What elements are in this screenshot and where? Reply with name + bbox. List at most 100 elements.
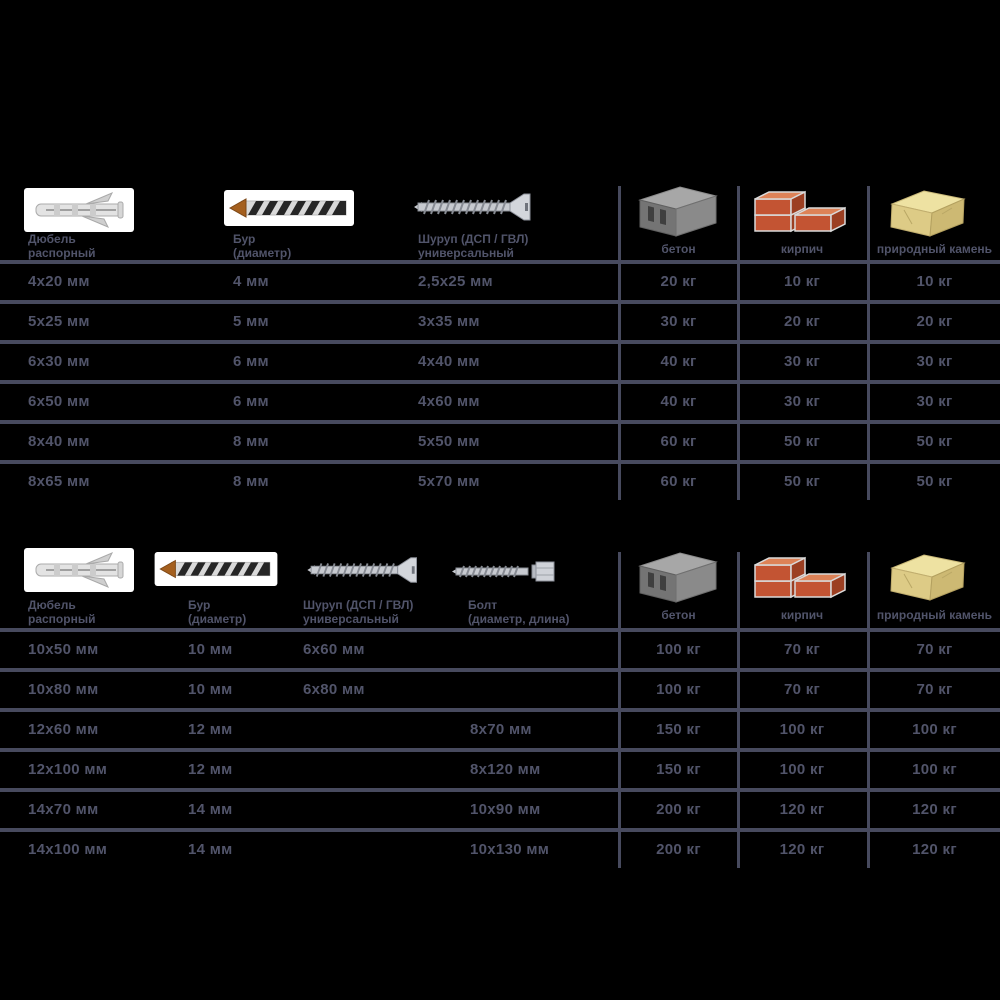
- load-stone: 10 кг: [916, 273, 953, 290]
- bolt-size: 10x90 мм: [470, 801, 541, 818]
- screw-size: 4x60 мм: [418, 393, 480, 410]
- dowel-size: 8x65 мм: [28, 473, 90, 490]
- load-brick: 30 кг: [783, 393, 821, 410]
- screw-icon: [298, 554, 440, 586]
- dowel-size: 14x70 мм: [28, 801, 99, 818]
- load-brick: 120 кг: [779, 841, 825, 858]
- load-concrete: 200 кг: [656, 841, 701, 858]
- load-stone: 100 кг: [912, 761, 957, 778]
- row-divider: [0, 460, 1000, 464]
- natural-stone-icon: [886, 550, 971, 604]
- load-concrete: 150 кг: [656, 721, 701, 738]
- brick-icon: [752, 550, 847, 606]
- load-brick: 50 кг: [783, 473, 821, 490]
- dowel-size: 8x40 мм: [28, 433, 90, 450]
- load-stone: 50 кг: [916, 473, 953, 490]
- drill-bit-icon: [224, 190, 354, 226]
- dowel-column-label: Дюбель распорный: [28, 232, 96, 260]
- drill-diameter: 4 мм: [233, 273, 269, 290]
- concrete-block-icon: [634, 182, 722, 240]
- table-row: 8x65 мм 8 мм 5x70 мм 60 кг 50 кг 50 кг: [0, 464, 1000, 500]
- load-brick: 20 кг: [783, 313, 821, 330]
- row-divider: [0, 708, 1000, 712]
- table-row: 4x20 мм 4 мм 2,5x25 мм 20 кг 10 кг 10 кг: [0, 264, 1000, 300]
- load-stone: 70 кг: [916, 681, 953, 698]
- row-divider: [0, 628, 1000, 632]
- table-row: 6x50 мм 6 мм 4x60 мм 40 кг 30 кг 30 кг: [0, 384, 1000, 420]
- load-concrete: 40 кг: [660, 353, 697, 370]
- dowel-icon: [24, 188, 134, 232]
- load-brick: 70 кг: [783, 641, 821, 658]
- load-concrete: 40 кг: [660, 393, 697, 410]
- load-stone: 50 кг: [916, 433, 953, 450]
- screw-size: 6x80 мм: [303, 681, 365, 698]
- stone-column-label: природный камень: [876, 242, 993, 256]
- load-brick: 10 кг: [783, 273, 821, 290]
- screw-size: 5x70 мм: [418, 473, 480, 490]
- drill-diameter: 6 мм: [233, 393, 269, 410]
- load-stone: 120 кг: [912, 801, 957, 818]
- brick-icon: [752, 184, 847, 240]
- concrete-column-label: бетон: [661, 608, 696, 622]
- row-divider: [0, 828, 1000, 832]
- load-stone: 30 кг: [916, 353, 953, 370]
- load-concrete: 150 кг: [656, 761, 701, 778]
- table-row: 14x100 мм 14 мм 10x130 мм 200 кг 120 кг …: [0, 832, 1000, 868]
- drill-bit-icon: [152, 552, 280, 586]
- screw-size: 6x60 мм: [303, 641, 365, 658]
- drill-diameter: 6 мм: [233, 353, 269, 370]
- load-brick: 100 кг: [779, 761, 825, 778]
- load-brick: 30 кг: [783, 353, 821, 370]
- bolt-size: 8x120 мм: [470, 761, 541, 778]
- load-brick: 120 кг: [779, 801, 825, 818]
- load-concrete: 100 кг: [656, 641, 701, 658]
- drill-diameter: 14 мм: [188, 801, 233, 818]
- load-concrete: 60 кг: [660, 473, 697, 490]
- load-stone: 70 кг: [916, 641, 953, 658]
- dowel-icon: [24, 548, 134, 592]
- brick-column-label: кирпич: [780, 608, 824, 622]
- table-row: 14x70 мм 14 мм 10x90 мм 200 кг 120 кг 12…: [0, 792, 1000, 828]
- drill-column-label: Бур (диаметр): [188, 598, 247, 626]
- stone-column-label: природный камень: [876, 608, 993, 622]
- load-concrete: 30 кг: [660, 313, 697, 330]
- screw-column-label: Шуруп (ДСП / ГВЛ) универсальный: [418, 232, 529, 260]
- dowel-size: 4x20 мм: [28, 273, 90, 290]
- table-row: 12x60 мм 12 мм 8x70 мм 150 кг 100 кг 100…: [0, 712, 1000, 748]
- brick-column-label: кирпич: [780, 242, 824, 256]
- table-row: 5x25 мм 5 мм 3x35 мм 30 кг 20 кг 20 кг: [0, 304, 1000, 340]
- load-concrete: 100 кг: [656, 681, 701, 698]
- row-divider: [0, 420, 1000, 424]
- row-divider: [0, 748, 1000, 752]
- table-row: 10x50 мм 10 мм 6x60 мм 100 кг 70 кг 70 к…: [0, 632, 1000, 668]
- drill-diameter: 8 мм: [233, 433, 269, 450]
- dowel-size: 14x100 мм: [28, 841, 108, 858]
- bolt-size: 8x70 мм: [470, 721, 532, 738]
- load-stone: 100 кг: [912, 721, 957, 738]
- concrete-block-icon: [634, 548, 722, 606]
- dowel-size: 10x80 мм: [28, 681, 99, 698]
- drill-diameter: 5 мм: [233, 313, 269, 330]
- bolt-icon: [452, 554, 564, 586]
- dowel-size: 12x60 мм: [28, 721, 99, 738]
- dowel-size: 12x100 мм: [28, 761, 108, 778]
- row-divider: [0, 788, 1000, 792]
- screw-icon: [412, 190, 547, 224]
- screw-size: 5x50 мм: [418, 433, 480, 450]
- screw-size: 2,5x25 мм: [418, 273, 493, 290]
- row-divider: [0, 300, 1000, 304]
- screw-column-label: Шуруп (ДСП / ГВЛ) универсальный: [303, 598, 414, 626]
- drill-column-label: Бур (диаметр): [233, 232, 292, 260]
- row-divider: [0, 668, 1000, 672]
- drill-diameter: 8 мм: [233, 473, 269, 490]
- load-concrete: 20 кг: [660, 273, 697, 290]
- drill-diameter: 14 мм: [188, 841, 233, 858]
- table-row: 8x40 мм 8 мм 5x50 мм 60 кг 50 кг 50 кг: [0, 424, 1000, 460]
- screw-size: 3x35 мм: [418, 313, 480, 330]
- drill-diameter: 12 мм: [188, 761, 233, 778]
- table-row: 10x80 мм 10 мм 6x80 мм 100 кг 70 кг 70 к…: [0, 672, 1000, 708]
- table-row: 12x100 мм 12 мм 8x120 мм 150 кг 100 кг 1…: [0, 752, 1000, 788]
- dowel-size: 10x50 мм: [28, 641, 99, 658]
- heavy-dowel-table: Дюбель распорный Бур (диаметр) Шуруп (ДС…: [0, 548, 1000, 870]
